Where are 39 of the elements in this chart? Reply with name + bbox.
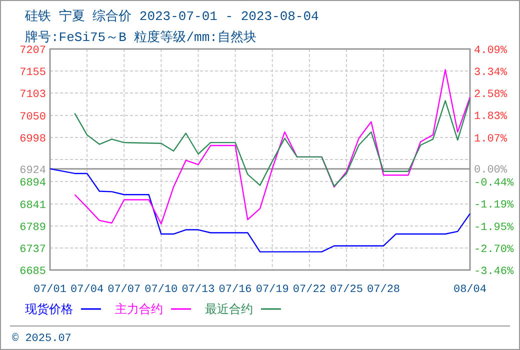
y-tick-label: 7050 (20, 111, 46, 124)
x-tick-label: 07/04 (70, 284, 104, 296)
text: © 2025.07 (12, 333, 72, 345)
y2-tick-label: -3.46% (474, 266, 514, 278)
y2-tick-label: 2.58% (474, 89, 508, 102)
y-tick-label: 6685 (20, 266, 46, 278)
x-tick-label: 07/22 (292, 284, 326, 296)
y-tick-label: 6924 (20, 164, 46, 177)
x-tick-label: 07/10 (144, 284, 178, 296)
y2-tick-label: 4.09% (474, 45, 508, 57)
x-tick-label: 08/04 (453, 284, 487, 296)
y-tick-label: 6789 (20, 222, 46, 234)
y2-tick-label: -0.44% (474, 178, 514, 190)
y-tick-label: 6737 (20, 244, 46, 256)
x-tick-label: 07/16 (218, 284, 252, 296)
y2-tick-label: -2.70% (474, 244, 514, 256)
y2-tick-label: 0.00% (474, 164, 508, 177)
x-tick-label: 07/13 (182, 284, 215, 296)
chart-subtitle: 牌号:FeSi75～B 粒度等级/mm:自然块 (25, 29, 256, 45)
x-tick-label: 07/28 (367, 284, 400, 296)
y2-tick-label: -1.19% (474, 200, 514, 212)
y2-tick-label: -1.95% (474, 222, 514, 234)
y2-tick-label: 1.83% (474, 111, 508, 124)
y-tick-label: 6894 (20, 178, 46, 190)
chart-title: 硅铁 宁夏 综合价 2023-07-01 - 2023-08-04 (24, 8, 320, 24)
y-tick-label: 6841 (20, 200, 46, 212)
y-tick-label: 7155 (20, 67, 46, 80)
legend-label: 主力合约 (115, 302, 163, 317)
y2-tick-label: 3.34% (474, 66, 508, 79)
legend-label: 最近合约 (205, 303, 253, 317)
y-tick-label: 6998 (20, 133, 46, 146)
y2-tick-label: 1.07% (474, 133, 508, 146)
x-tick-label: 07/07 (108, 284, 141, 296)
x-tick-label: 07/01 (33, 284, 67, 296)
y-tick-label: 7207 (20, 45, 46, 57)
legend-label: 现货价格 (25, 303, 73, 317)
y-tick-label: 7103 (20, 89, 46, 102)
x-tick-label: 07/19 (256, 284, 289, 296)
x-tick-label: 07/25 (330, 284, 363, 296)
